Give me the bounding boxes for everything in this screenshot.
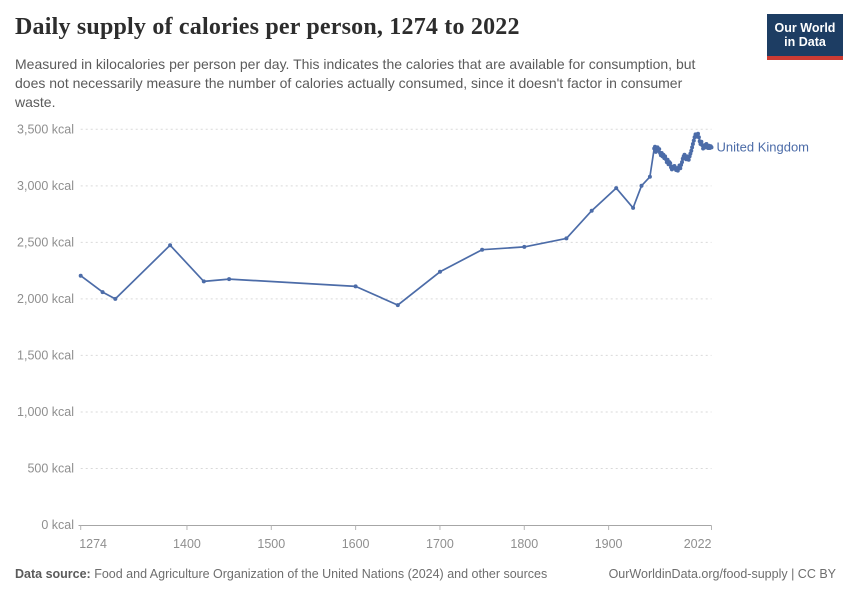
data-point[interactable] [696, 135, 701, 140]
data-point[interactable] [113, 296, 118, 301]
subtitle-line: Measured in kilocalories per person per … [15, 56, 696, 72]
data-point[interactable] [100, 290, 105, 295]
data-point[interactable] [709, 145, 714, 150]
y-tick-label: 2,000 kcal [17, 292, 74, 306]
x-tick-label: 1600 [342, 537, 370, 551]
y-tick-label: 1,000 kcal [17, 405, 74, 419]
data-point[interactable] [647, 174, 652, 179]
chart-footer: Data source: Food and Agriculture Organi… [15, 567, 836, 581]
entity-label[interactable]: United Kingdom [717, 140, 810, 155]
x-tick-label: 1274 [79, 537, 107, 551]
x-tick-label: 1400 [173, 537, 201, 551]
subtitle-line: does not necessarily measure the number … [15, 75, 683, 91]
attribution-link[interactable]: OurWorldinData.org/food-supply | CC BY [608, 567, 836, 581]
y-tick-label: 2,500 kcal [17, 236, 74, 250]
data-point[interactable] [438, 269, 442, 274]
data-point[interactable] [201, 279, 206, 284]
data-point[interactable] [680, 160, 684, 165]
data-point[interactable] [690, 145, 695, 150]
data-source-text: Food and Agriculture Organization of the… [90, 567, 548, 581]
data-source-note: Data source: Food and Agriculture Organi… [15, 567, 547, 581]
chart-subtitle: Measured in kilocalories per person per … [15, 55, 775, 112]
data-point[interactable] [689, 148, 694, 153]
data-point[interactable] [227, 277, 232, 282]
owid-logo-line1: Our World [774, 21, 836, 35]
owid-logo-line2: in Data [784, 35, 826, 49]
data-point[interactable] [564, 236, 569, 241]
data-point[interactable] [631, 205, 636, 210]
y-tick-label: 0 kcal [41, 518, 74, 532]
data-point[interactable] [480, 247, 485, 252]
data-point[interactable] [686, 157, 691, 162]
page-title: Daily supply of calories per person, 127… [15, 14, 520, 40]
data-point[interactable] [395, 303, 400, 308]
y-tick-label: 1,500 kcal [17, 349, 74, 363]
x-tick-label: 1900 [595, 537, 623, 551]
data-point[interactable] [691, 138, 696, 143]
data-point[interactable] [678, 166, 683, 171]
data-point[interactable] [168, 243, 173, 248]
data-point[interactable] [690, 142, 695, 146]
x-tick-label: 1700 [426, 537, 454, 551]
x-tick-label: 2022 [684, 537, 712, 551]
subtitle-line: waste. [15, 94, 56, 110]
data-point[interactable] [522, 244, 527, 249]
y-tick-label: 3,500 kcal [17, 123, 74, 137]
y-tick-label: 3,000 kcal [17, 179, 74, 193]
data-point[interactable] [657, 147, 662, 152]
data-point[interactable] [78, 273, 83, 278]
y-tick-label: 500 kcal [27, 462, 74, 476]
data-point[interactable] [699, 139, 704, 144]
data-point[interactable] [614, 186, 619, 191]
data-point[interactable] [696, 131, 700, 136]
data-point[interactable] [639, 183, 644, 188]
data-source-label: Data source: [15, 567, 91, 581]
data-point[interactable] [668, 161, 673, 166]
x-tick-label: 1800 [510, 537, 538, 551]
data-point[interactable] [589, 208, 594, 213]
owid-logo[interactable]: Our World in Data [767, 14, 843, 60]
x-tick-label: 1500 [257, 537, 285, 551]
data-line[interactable] [80, 132, 713, 306]
data-point[interactable] [353, 284, 358, 289]
